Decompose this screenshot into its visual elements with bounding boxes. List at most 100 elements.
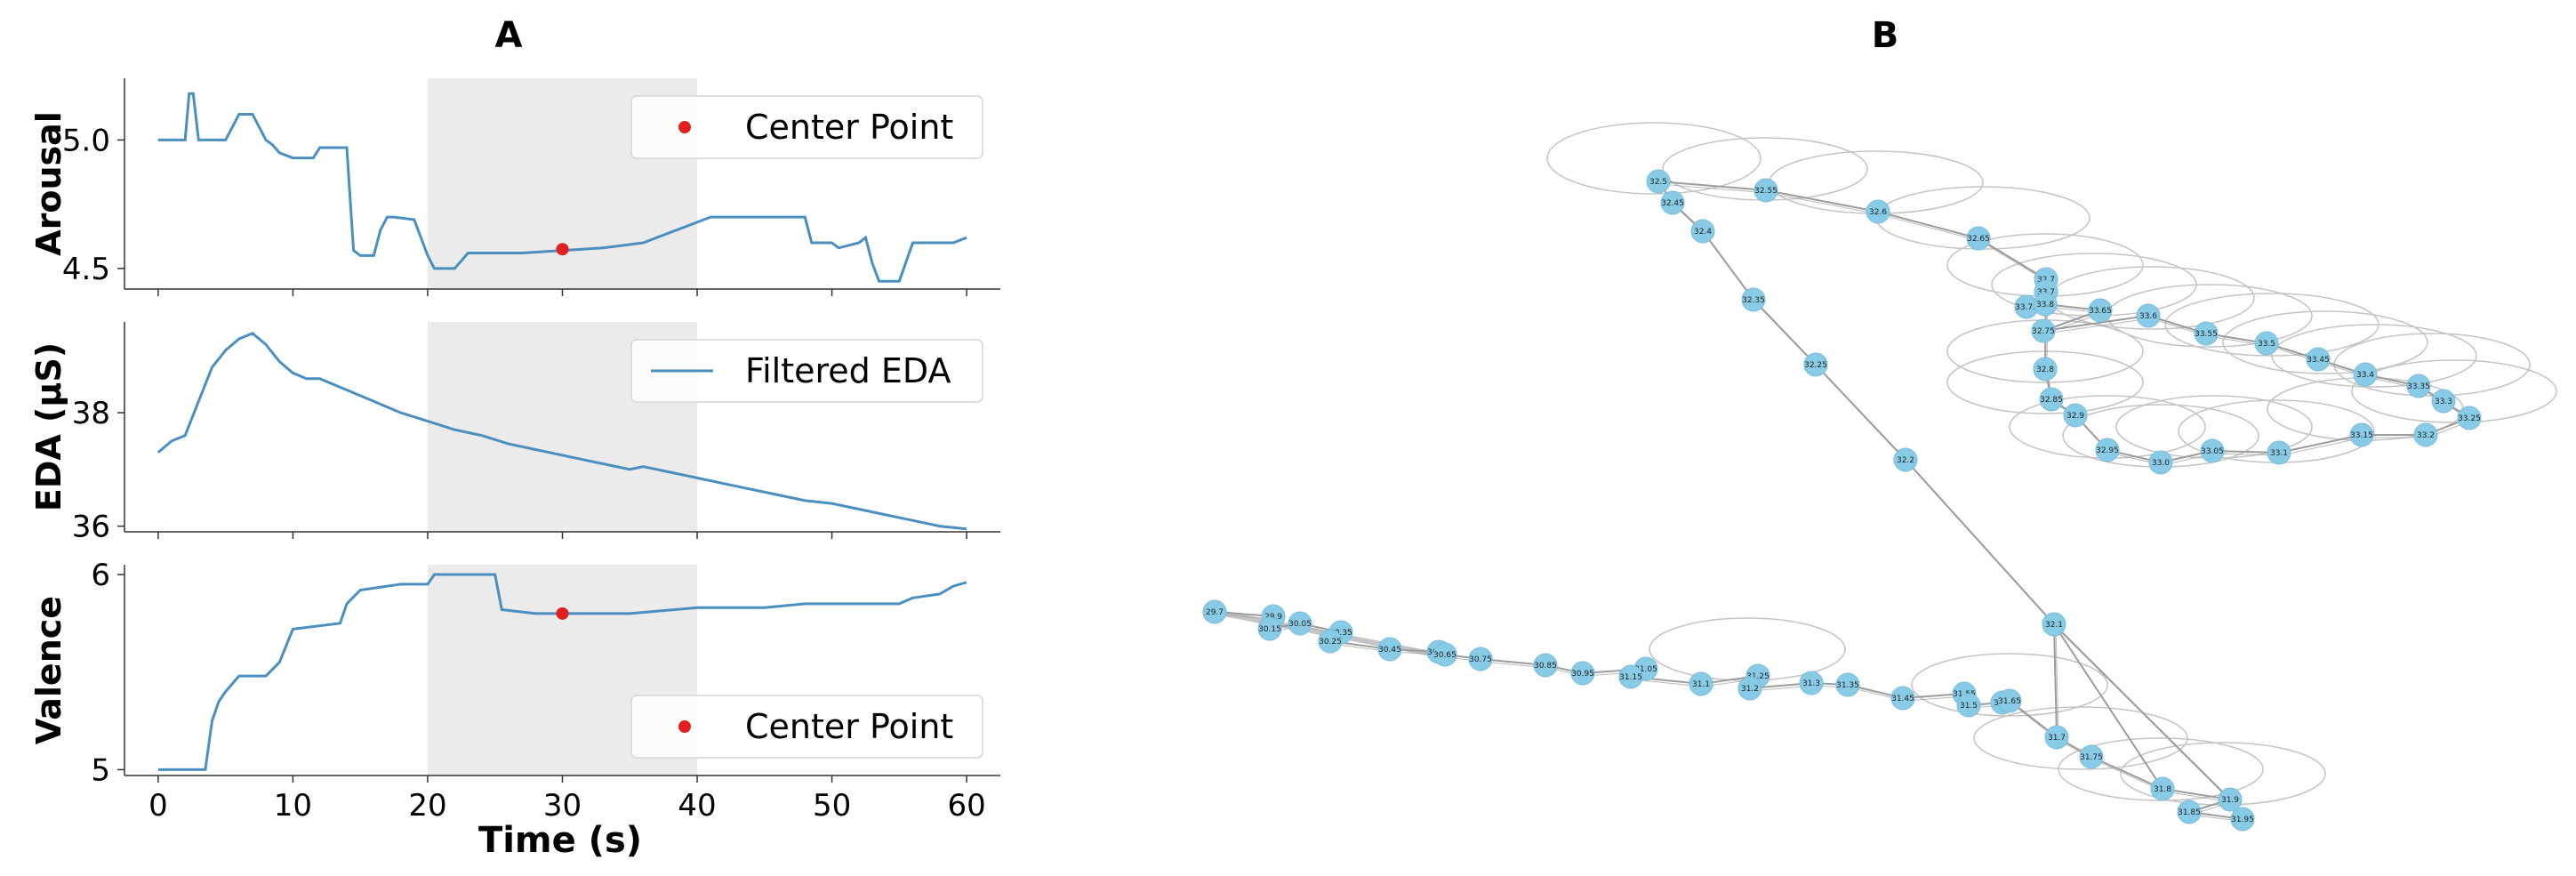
chart-1-legend-box <box>630 95 983 159</box>
state-node <box>1866 199 1890 224</box>
state-node <box>2088 298 2113 323</box>
state-node-label: 33.1 <box>2270 449 2288 458</box>
state-node <box>2267 440 2291 465</box>
chart-2-ytick-label: 38 <box>72 396 110 431</box>
chart-1-series-line <box>157 92 967 283</box>
chart-3-legend: Center Point <box>630 695 983 759</box>
panel-b-title: B <box>1872 15 1899 56</box>
state-node-label: 33.2 <box>2417 431 2435 440</box>
state-node <box>2413 422 2438 447</box>
state-node-label: 33.0 <box>2152 459 2170 468</box>
state-node-label: 31.7 <box>2048 734 2066 743</box>
state-node-label: 33.3 <box>2435 398 2452 406</box>
chart-3-ytick-label: 5 <box>91 752 110 788</box>
chart-1-ytick-label: 5.0 <box>62 123 110 158</box>
state-node-label: 32.25 <box>1804 361 1827 370</box>
state-node <box>1741 287 1766 312</box>
state-node-label: 33.75 <box>2015 303 2038 312</box>
state-node <box>1890 686 1915 711</box>
state-node-label: 33.15 <box>2350 431 2373 440</box>
state-node-label: 33.5 <box>2258 340 2275 349</box>
state-node <box>1966 226 1991 251</box>
state-node-label: 31.3 <box>1802 679 1820 688</box>
state-node <box>1689 671 1713 696</box>
state-node-label: 32.85 <box>2040 396 2063 405</box>
state-node <box>1318 629 1343 654</box>
state-node <box>2150 776 2175 801</box>
state-node <box>2079 744 2104 769</box>
state-node-label: 30.85 <box>1534 662 1557 671</box>
state-node-label: 31.35 <box>1836 681 1859 690</box>
state-node <box>2194 321 2219 346</box>
state-node-label: 33.05 <box>2201 447 2224 456</box>
state-node-label: 31.5 <box>1960 702 1978 711</box>
chart-1-ytick-label: 4.5 <box>62 252 110 287</box>
self-loop-edge <box>2271 324 2477 388</box>
state-node-label: 31.75 <box>2080 753 2103 762</box>
chart-3-legend-marker <box>678 720 691 733</box>
panel-a-title: A <box>495 15 523 56</box>
state-node <box>1753 178 1778 203</box>
state-node-label: 29.7 <box>1206 608 1224 617</box>
transition-edge <box>1906 462 2057 628</box>
transition-edge <box>1817 366 1908 463</box>
state-node <box>2200 438 2225 463</box>
state-node-label: 32.6 <box>1869 208 1887 217</box>
state-node-label: 30.15 <box>1258 625 1281 634</box>
state-node <box>1468 647 1493 671</box>
state-node-label: 31.45 <box>1891 695 1914 703</box>
state-node <box>2033 292 2058 317</box>
state-node <box>1257 616 1282 641</box>
state-node <box>2063 403 2088 428</box>
transition-edge <box>1765 189 1879 213</box>
state-node <box>1893 447 1918 472</box>
chart-1-ylabel: Arousal <box>29 111 68 256</box>
chart-3-xtick-label: 0 <box>148 788 168 824</box>
state-node-label: 30.65 <box>1433 651 1457 660</box>
chart-2-series-line <box>156 332 967 531</box>
chart-2-legend: Filtered EDA <box>630 339 983 403</box>
state-node <box>2033 357 2058 382</box>
state-node-label: 31.8 <box>2154 785 2171 794</box>
chart-3-legend-label: Center Point <box>745 707 953 746</box>
chart-3-ytick-label: 6 <box>91 558 110 593</box>
state-node-label: 31.15 <box>1619 673 1642 682</box>
transition-edge <box>1877 211 1979 239</box>
state-node-label: 30.75 <box>1469 655 1492 664</box>
transition-edge <box>2055 626 2059 741</box>
state-node-label: 30.95 <box>1571 670 1594 679</box>
state-node-label: 32.5 <box>1649 178 1667 187</box>
chart-1-legend-label: Center Point <box>745 108 953 147</box>
state-node-label: 33.65 <box>2089 307 2112 316</box>
chart-3-center-point <box>556 607 569 620</box>
state-node <box>2349 422 2374 447</box>
state-node-label: 30.05 <box>1288 620 1312 629</box>
chart-1-legend: Center Point <box>630 95 983 159</box>
transition-edge <box>1978 237 2047 280</box>
self-loop-edge <box>1911 653 2108 717</box>
chart-3-xtick-label: 40 <box>678 788 716 824</box>
state-node <box>2136 303 2161 328</box>
state-node <box>2039 387 2064 412</box>
state-node <box>2031 318 2056 343</box>
state-node-label: 31.9 <box>2221 796 2239 805</box>
state-node-label: 33.55 <box>2195 330 2218 339</box>
state-node-label: 30.45 <box>1378 646 1401 655</box>
state-node-label: 32.75 <box>2032 327 2055 336</box>
state-node <box>2254 331 2279 356</box>
chart-2-ytick-label: 36 <box>72 510 110 545</box>
state-node-label: 30.25 <box>1319 638 1342 647</box>
transition-edge <box>2055 626 2165 792</box>
chart-3-series-line <box>157 573 967 771</box>
state-node-label: 32.65 <box>1967 235 1990 244</box>
transition-edge <box>2053 623 2231 800</box>
state-node-label: 33.35 <box>2407 382 2430 391</box>
state-node <box>2095 438 2120 462</box>
state-node <box>1202 599 1227 624</box>
state-node <box>2177 800 2202 824</box>
chart-1-center-point <box>556 243 569 256</box>
state-node <box>2406 374 2431 398</box>
state-node <box>2044 725 2069 750</box>
state-node <box>2230 807 2255 832</box>
